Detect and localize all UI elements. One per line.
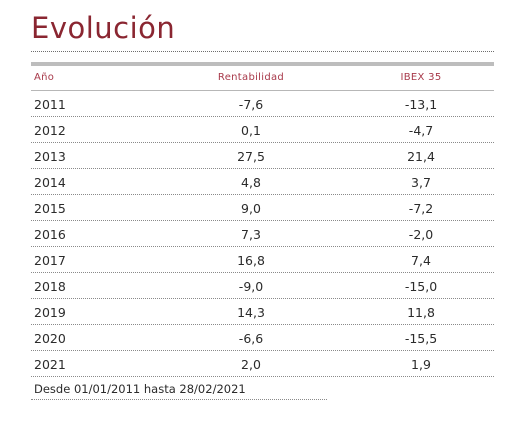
year-cell: 2016 [34, 227, 66, 242]
year-cell: 2011 [34, 97, 66, 112]
ibex-cell: 7,4 [411, 253, 431, 268]
title-divider [31, 51, 494, 52]
table-row: 2021 2,0 1,9 [31, 351, 494, 377]
rentabilidad-cell: 7,3 [241, 227, 261, 242]
ibex-cell: -15,0 [404, 279, 438, 294]
table-row: 2018 -9,0 -15,0 [31, 273, 494, 299]
rentabilidad-cell: 0,1 [241, 123, 261, 138]
year-cell: 2012 [34, 123, 66, 138]
table-row: 2020 -6,6 -15,5 [31, 325, 494, 351]
year-cell: 2020 [34, 331, 66, 346]
rentabilidad-cell: -6,6 [238, 331, 264, 346]
year-cell: 2013 [34, 149, 66, 164]
ibex-cell: 11,8 [407, 305, 435, 320]
rentabilidad-cell: 27,5 [237, 149, 265, 164]
rentabilidad-cell: 14,3 [237, 305, 265, 320]
year-cell: 2018 [34, 279, 66, 294]
rentabilidad-cell: -7,6 [238, 97, 264, 112]
table-header-bar [31, 62, 494, 66]
table-row: 2015 9,0 -7,2 [31, 195, 494, 221]
footnote-row: Desde 01/01/2011 hasta 28/02/2021 [31, 377, 327, 400]
ibex-cell: 1,9 [411, 357, 431, 372]
year-cell: 2021 [34, 357, 66, 372]
rentabilidad-cell: 2,0 [241, 357, 261, 372]
ibex-cell: -4,7 [408, 123, 434, 138]
year-cell: 2019 [34, 305, 66, 320]
ibex-cell: -2,0 [408, 227, 434, 242]
performance-table: Año Rentabilidad IBEX 35 2011 -7,6 -13,1… [31, 62, 494, 400]
ibex-cell: 3,7 [411, 175, 431, 190]
rentabilidad-cell: -9,0 [238, 279, 264, 294]
header-rentabilidad: Rentabilidad [217, 72, 285, 83]
rentabilidad-cell: 4,8 [241, 175, 261, 190]
table-row: 2016 7,3 -2,0 [31, 221, 494, 247]
table-row: 2011 -7,6 -13,1 [31, 91, 494, 117]
table-header-row: Año Rentabilidad IBEX 35 [31, 66, 494, 91]
rentabilidad-cell: 16,8 [237, 253, 265, 268]
table-row: 2013 27,5 21,4 [31, 143, 494, 169]
header-year: Año [34, 72, 55, 83]
ibex-cell: 21,4 [407, 149, 435, 164]
header-ibex: IBEX 35 [400, 72, 442, 83]
year-cell: 2014 [34, 175, 66, 190]
table-row: 2019 14,3 11,8 [31, 299, 494, 325]
table-row: 2017 16,8 7,4 [31, 247, 494, 273]
page-title: Evolución [31, 11, 176, 45]
date-range-footnote: Desde 01/01/2011 hasta 28/02/2021 [34, 382, 246, 396]
year-cell: 2015 [34, 201, 66, 216]
year-cell: 2017 [34, 253, 66, 268]
rentabilidad-cell: 9,0 [241, 201, 261, 216]
ibex-cell: -7,2 [408, 201, 434, 216]
ibex-cell: -15,5 [404, 331, 438, 346]
table-row: 2014 4,8 3,7 [31, 169, 494, 195]
table-row: 2012 0,1 -4,7 [31, 117, 494, 143]
ibex-cell: -13,1 [404, 97, 438, 112]
